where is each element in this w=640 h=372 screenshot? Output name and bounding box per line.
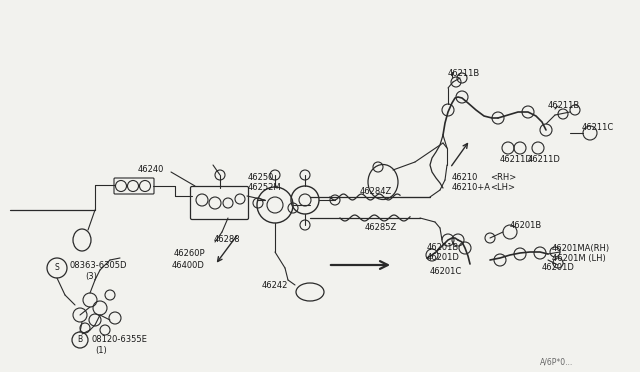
- Text: 46285Z: 46285Z: [365, 224, 397, 232]
- Text: 46252M: 46252M: [248, 183, 282, 192]
- Text: 46211D: 46211D: [528, 155, 561, 164]
- Text: 46210: 46210: [452, 173, 478, 183]
- Text: 46240: 46240: [138, 166, 164, 174]
- Text: 46201MA(RH): 46201MA(RH): [552, 244, 610, 253]
- Text: 46400D: 46400D: [172, 260, 205, 269]
- Text: 46242: 46242: [262, 282, 289, 291]
- Text: 46201B: 46201B: [510, 221, 542, 230]
- Text: 46288: 46288: [214, 235, 241, 244]
- Text: 46211B: 46211B: [548, 100, 580, 109]
- Text: S: S: [54, 263, 60, 273]
- Text: 46211C: 46211C: [582, 124, 614, 132]
- Text: 46201B: 46201B: [427, 244, 460, 253]
- Text: 08363-6305D: 08363-6305D: [70, 260, 127, 269]
- Text: 46211B: 46211B: [448, 68, 480, 77]
- Text: 46201D: 46201D: [427, 253, 460, 263]
- Text: <LH>: <LH>: [490, 183, 515, 192]
- Text: A/6P*0...: A/6P*0...: [540, 357, 573, 366]
- Text: B: B: [77, 336, 83, 344]
- Text: 46211D: 46211D: [500, 155, 533, 164]
- Text: 46201C: 46201C: [430, 267, 462, 276]
- Text: 46284Z: 46284Z: [360, 187, 392, 196]
- Text: (1): (1): [95, 346, 107, 355]
- Text: 46250: 46250: [248, 173, 275, 183]
- Text: 08120-6355E: 08120-6355E: [92, 336, 148, 344]
- Text: (3): (3): [85, 272, 97, 280]
- Text: 46260P: 46260P: [174, 248, 205, 257]
- Text: <RH>: <RH>: [490, 173, 516, 183]
- Text: 46210+A: 46210+A: [452, 183, 491, 192]
- Text: 46201D: 46201D: [542, 263, 575, 273]
- Text: 46201M (LH): 46201M (LH): [552, 253, 605, 263]
